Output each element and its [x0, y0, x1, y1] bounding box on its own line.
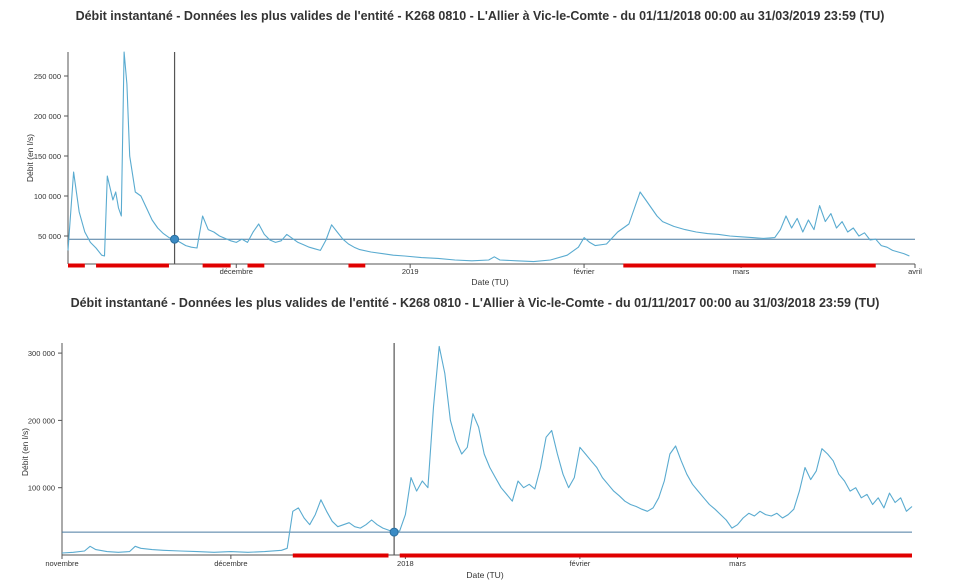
red-period-bar [247, 263, 265, 268]
chart-2018-2019: Débit instantané - Données les plus vali… [25, 9, 922, 287]
series-line [67, 51, 910, 263]
x-tick-label: novembre [45, 559, 78, 568]
y-tick-label: 300 000 [28, 349, 55, 358]
x-axis-label: Date (TU) [466, 570, 503, 580]
series-line [61, 345, 913, 554]
x-tick-label: décembre [220, 267, 253, 276]
y-tick-label: 250 000 [34, 72, 61, 81]
chart-title: Débit instantané - Données les plus vali… [76, 9, 885, 23]
cursor-marker[interactable] [170, 234, 180, 244]
y-tick-label: 100 000 [28, 484, 55, 493]
y-tick-label: 50 000 [38, 232, 61, 241]
plot-area: 100 000 200 000 300 000 novembre décembre 201… [28, 343, 913, 568]
y-axis-label: Débit (en l/s) [20, 428, 30, 476]
y-tick-label: 100 000 [34, 192, 61, 201]
red-period-bar [623, 263, 876, 268]
chart-title: Débit instantané - Données les plus vali… [71, 296, 880, 310]
red-period-bar [399, 553, 912, 558]
plot-area: 50 000 100 000 150 000 200 000 250 000 décemb… [34, 51, 922, 276]
red-period-bar [292, 553, 389, 558]
red-period-bar [348, 263, 366, 268]
y-tick-label: 200 000 [28, 416, 55, 425]
red-period-bar [96, 263, 169, 268]
x-tick-label: 2018 [397, 559, 414, 568]
y-tick-label: 150 000 [34, 152, 61, 161]
x-tick-label: mars [729, 559, 746, 568]
x-axis-label: Date (TU) [471, 277, 508, 287]
red-period-bar [68, 263, 85, 268]
x-tick-label: février [569, 559, 590, 568]
y-tick-label: 200 000 [34, 112, 61, 121]
cursor-marker[interactable] [389, 527, 399, 537]
x-tick-label: 2019 [402, 267, 419, 276]
y-axis-label: Débit (en l/s) [25, 134, 35, 182]
x-tick-label: février [574, 267, 595, 276]
chart-2017-2018: Débit instantané - Données les plus vali… [20, 296, 913, 580]
x-tick-label: avril [908, 267, 922, 276]
red-period-bar [202, 263, 231, 268]
x-tick-label: décembre [214, 559, 247, 568]
x-tick-label: mars [733, 267, 750, 276]
